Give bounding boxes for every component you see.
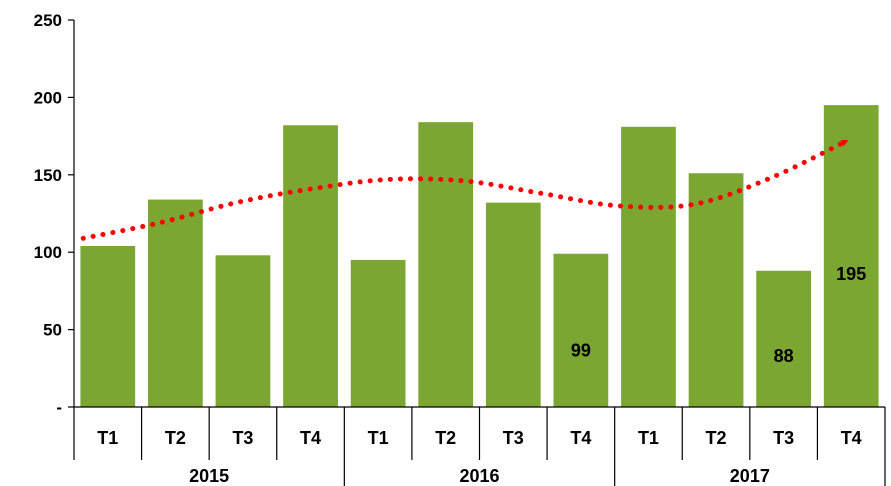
data-label: 88 — [774, 346, 794, 366]
bar — [485, 202, 541, 407]
y-tick-label: 150 — [34, 166, 62, 185]
x-category-label: T2 — [435, 428, 456, 448]
x-category-label: T1 — [97, 428, 118, 448]
data-label: 99 — [571, 340, 591, 360]
y-tick-label: 200 — [34, 88, 62, 107]
x-category-label: T1 — [638, 428, 659, 448]
bar — [418, 122, 474, 408]
bar — [756, 270, 811, 407]
data-label: 195 — [836, 264, 866, 284]
x-category-label: T3 — [773, 428, 794, 448]
bar — [80, 246, 136, 407]
bar — [148, 199, 203, 407]
x-category-label: T4 — [841, 428, 862, 448]
x-group-label: 2017 — [730, 466, 770, 486]
x-group-label: 2016 — [459, 466, 499, 486]
bar — [283, 125, 338, 407]
bar — [553, 253, 609, 407]
bar — [688, 173, 744, 407]
bar — [823, 105, 879, 407]
x-category-label: T2 — [706, 428, 727, 448]
x-category-label: T3 — [232, 428, 253, 448]
bars-layer — [80, 105, 879, 408]
y-tick-label: 250 — [34, 11, 62, 30]
x-category-label: T4 — [570, 428, 591, 448]
bar — [350, 259, 406, 407]
x-category-label: T4 — [300, 428, 321, 448]
y-tick-label: 50 — [43, 321, 62, 340]
y-tick-label: - — [56, 398, 62, 417]
x-category-label: T1 — [368, 428, 389, 448]
x-category-label: T3 — [503, 428, 524, 448]
bar — [621, 126, 676, 407]
x-category-label: T2 — [165, 428, 186, 448]
bar — [215, 255, 271, 407]
axes-layer — [68, 19, 886, 486]
y-tick-label: 100 — [34, 243, 62, 262]
x-group-label: 2015 — [189, 466, 229, 486]
